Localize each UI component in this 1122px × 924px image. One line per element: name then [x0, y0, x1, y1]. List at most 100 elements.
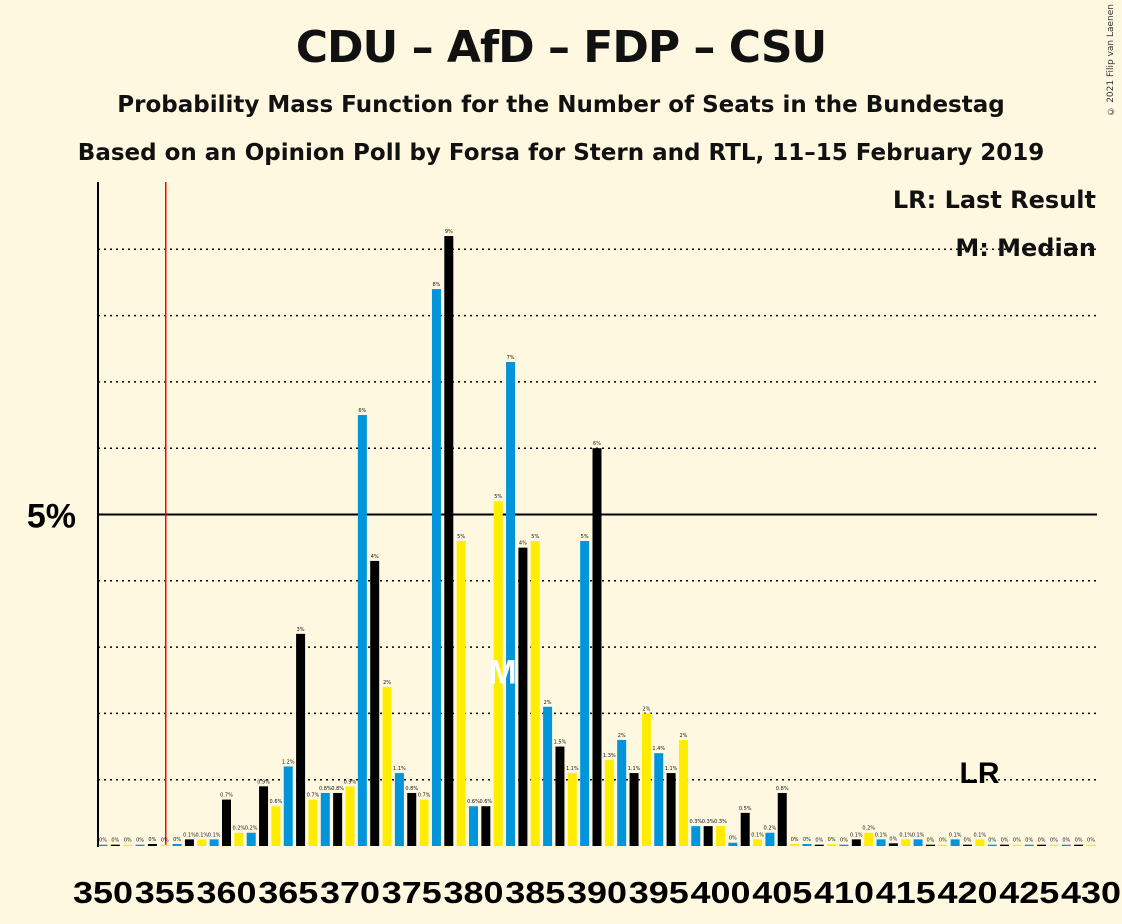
- bar-seat-423: [1000, 844, 1010, 846]
- data-label-seat-374: 1.1%: [393, 766, 406, 772]
- bar-seat-417: [925, 844, 935, 846]
- data-label-seat-390: 6%: [593, 441, 601, 447]
- data-label-seat-413: 0.1%: [875, 832, 888, 838]
- data-label-seat-421: 0.1%: [973, 832, 986, 838]
- data-label-seat-408: 0%: [815, 838, 823, 844]
- bar-seat-383: [506, 362, 516, 846]
- data-label-seat-369: 0.8%: [331, 786, 344, 792]
- bar-seat-371: [357, 415, 367, 846]
- x-tick-label: 430: [1061, 875, 1121, 910]
- bar-seat-397: [678, 739, 688, 846]
- data-label-seat-406: 0%: [791, 837, 799, 843]
- bar-seat-424: [1012, 844, 1022, 846]
- data-label-seat-373: 2%: [383, 680, 391, 686]
- bar-seat-385: [530, 541, 540, 846]
- bar-seat-378: [444, 236, 454, 847]
- x-tick-label: 400: [691, 875, 751, 910]
- data-label-seat-370: 0.9%: [344, 779, 357, 785]
- bar-seat-391: [604, 759, 614, 846]
- data-label-seat-376: 0.7%: [418, 793, 431, 799]
- median-marker: M: [488, 654, 516, 692]
- bar-seat-392: [617, 739, 627, 846]
- data-label-seat-411: 0.1%: [850, 832, 863, 838]
- chart-subtitle: Probability Mass Function for the Number…: [117, 92, 1005, 118]
- data-label-seat-389: 5%: [581, 534, 589, 540]
- bar-seat-376: [419, 799, 429, 846]
- data-label-seat-371: 6%: [358, 408, 366, 414]
- data-label-seat-419: 0.1%: [949, 832, 962, 838]
- bar-seat-412: [864, 832, 874, 846]
- x-tick-label: 390: [567, 875, 627, 910]
- bar-seat-407: [802, 844, 812, 846]
- bar-seat-386: [543, 706, 553, 846]
- data-label-seat-423: 0%: [1001, 838, 1009, 844]
- bar-seat-398: [691, 826, 701, 846]
- bar-seat-387: [555, 746, 565, 846]
- bar-seat-413: [876, 839, 886, 846]
- legend-median: M: Median: [955, 234, 1096, 262]
- bar-seat-415: [901, 839, 911, 846]
- bar-seat-353: [135, 844, 145, 846]
- x-tick-label: 415: [876, 875, 936, 910]
- data-label-seat-394: 2%: [642, 706, 650, 712]
- data-label-seat-414: 0%: [889, 836, 897, 842]
- data-label-seat-359: 0.1%: [208, 832, 221, 838]
- data-label-seat-392: 2%: [618, 733, 626, 739]
- bar-seat-416: [913, 839, 923, 846]
- x-tick-label: 360: [197, 875, 257, 910]
- bar-seat-361: [234, 832, 244, 846]
- bar-seat-399: [703, 826, 713, 846]
- data-label-seat-355: 0%: [161, 838, 169, 844]
- x-tick-label: 420: [938, 875, 998, 910]
- bar-seat-425: [1024, 844, 1034, 846]
- bar-seat-359: [209, 839, 219, 846]
- data-label-seat-361: 0.2%: [232, 826, 245, 832]
- bar-seat-395: [654, 753, 664, 846]
- bar-seat-374: [394, 773, 404, 846]
- bar-seat-366: [296, 633, 306, 846]
- bar-seat-411: [851, 839, 861, 846]
- x-tick-label: 395: [629, 875, 689, 910]
- data-label-seat-354: 0%: [148, 837, 156, 843]
- x-tick-label: 380: [444, 875, 504, 910]
- data-label-seat-384: 4%: [519, 541, 527, 547]
- bar-seat-360: [222, 799, 231, 846]
- data-label-seat-378: 9%: [445, 229, 453, 235]
- bar-seat-421: [975, 839, 985, 846]
- bar-seat-429: [1074, 844, 1084, 846]
- data-label-seat-416: 0.1%: [912, 832, 925, 838]
- bar-seat-368: [320, 792, 330, 846]
- data-label-seat-391: 1.3%: [603, 753, 616, 759]
- chart-title: CDU – AfD – FDP – CSU: [295, 22, 828, 73]
- data-label-seat-386: 2%: [544, 700, 552, 706]
- bar-seat-354: [147, 844, 157, 846]
- bar-seat-410: [839, 844, 849, 846]
- bar-seat-364: [271, 806, 281, 846]
- data-label-seat-409: 0%: [828, 837, 836, 843]
- data-label-seat-377: 8%: [432, 282, 440, 288]
- bar-seat-372: [370, 560, 380, 846]
- data-label-seat-426: 0%: [1038, 838, 1046, 844]
- data-label-seat-397: 2%: [679, 733, 687, 739]
- bar-seat-388: [567, 773, 577, 846]
- data-label-seat-404: 0.2%: [764, 826, 777, 832]
- bar-seat-384: [518, 547, 528, 846]
- data-label-seat-403: 0.1%: [751, 832, 764, 838]
- bar-seat-356: [172, 844, 182, 846]
- last-result-marker: LR: [960, 757, 1000, 790]
- bar-seat-390: [592, 448, 602, 846]
- bar-seat-369: [333, 792, 343, 846]
- bar-seat-396: [666, 773, 676, 846]
- bar-seat-352: [123, 844, 133, 846]
- data-label-seat-368: 0.8%: [319, 786, 332, 792]
- bar-seat-400: [716, 826, 725, 846]
- bar-seat-377: [431, 289, 441, 847]
- data-label-seat-407: 0%: [803, 837, 811, 843]
- data-label-seat-410: 0%: [840, 838, 848, 844]
- data-label-seat-350: 0%: [99, 838, 107, 844]
- x-tick-label: 350: [73, 875, 133, 910]
- data-label-seat-396: 1.1%: [665, 766, 678, 772]
- data-label-seat-388: 1.1%: [566, 766, 579, 772]
- data-label-seat-375: 0.8%: [405, 786, 418, 792]
